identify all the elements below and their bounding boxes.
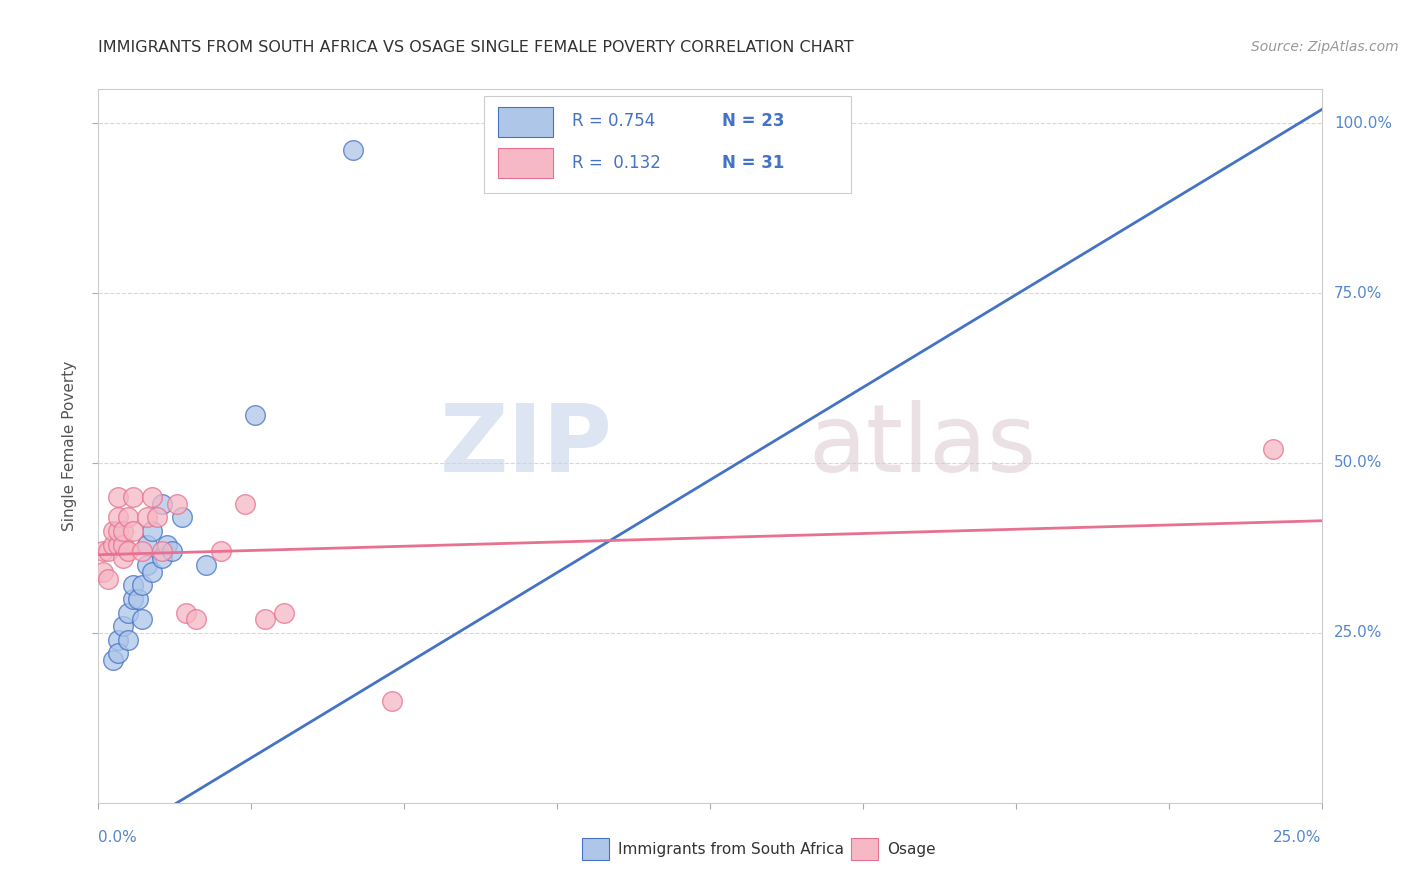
Point	[141, 524, 163, 538]
FancyBboxPatch shape	[484, 96, 851, 193]
Point	[170, 510, 193, 524]
Point	[166, 497, 188, 511]
Point	[131, 578, 153, 592]
Point	[253, 612, 276, 626]
Text: 25.0%: 25.0%	[1334, 625, 1382, 640]
Point	[136, 510, 159, 524]
Point	[91, 565, 114, 579]
Point	[160, 544, 183, 558]
Point	[107, 646, 129, 660]
Point	[150, 551, 173, 566]
Text: Immigrants from South Africa: Immigrants from South Africa	[619, 842, 844, 857]
Point	[1261, 442, 1284, 457]
Text: 25.0%: 25.0%	[1274, 830, 1322, 845]
Text: Source: ZipAtlas.com: Source: ZipAtlas.com	[1251, 40, 1399, 54]
Point	[107, 537, 129, 551]
Point	[150, 497, 173, 511]
FancyBboxPatch shape	[498, 148, 554, 178]
Point	[381, 694, 404, 708]
FancyBboxPatch shape	[498, 107, 554, 137]
Point	[121, 490, 143, 504]
Point	[117, 544, 139, 558]
Point	[97, 572, 120, 586]
Point	[121, 524, 143, 538]
Text: 0.0%: 0.0%	[98, 830, 138, 845]
Text: N = 31: N = 31	[723, 153, 785, 171]
Text: 50.0%: 50.0%	[1334, 456, 1382, 470]
Point	[342, 144, 364, 158]
Point	[111, 551, 134, 566]
Y-axis label: Single Female Poverty: Single Female Poverty	[62, 361, 77, 531]
FancyBboxPatch shape	[851, 838, 877, 860]
Text: N = 23: N = 23	[723, 112, 785, 130]
Point	[141, 565, 163, 579]
Point	[156, 537, 179, 551]
Text: ZIP: ZIP	[439, 400, 612, 492]
Point	[121, 591, 143, 606]
Point	[111, 524, 134, 538]
Point	[243, 409, 266, 423]
Point	[117, 510, 139, 524]
Point	[91, 544, 114, 558]
Point	[107, 632, 129, 647]
Point	[195, 558, 218, 572]
Point	[233, 497, 256, 511]
Point	[176, 606, 198, 620]
Text: IMMIGRANTS FROM SOUTH AFRICA VS OSAGE SINGLE FEMALE POVERTY CORRELATION CHART: IMMIGRANTS FROM SOUTH AFRICA VS OSAGE SI…	[98, 40, 853, 55]
FancyBboxPatch shape	[582, 838, 609, 860]
Point	[101, 524, 124, 538]
Point	[209, 544, 232, 558]
Text: 100.0%: 100.0%	[1334, 116, 1392, 131]
Point	[146, 510, 169, 524]
Point	[186, 612, 208, 626]
Text: R =  0.132: R = 0.132	[572, 153, 661, 171]
Text: Osage: Osage	[887, 842, 936, 857]
Point	[150, 544, 173, 558]
Point	[136, 537, 159, 551]
Point	[141, 490, 163, 504]
Point	[136, 558, 159, 572]
Point	[101, 537, 124, 551]
Text: atlas: atlas	[808, 400, 1036, 492]
Text: 75.0%: 75.0%	[1334, 285, 1382, 301]
Point	[111, 619, 134, 633]
Text: R = 0.754: R = 0.754	[572, 112, 655, 130]
Point	[111, 537, 134, 551]
Point	[107, 510, 129, 524]
Point	[273, 606, 295, 620]
Point	[131, 612, 153, 626]
Point	[107, 490, 129, 504]
Point	[101, 653, 124, 667]
Point	[121, 578, 143, 592]
Point	[97, 544, 120, 558]
Point	[107, 524, 129, 538]
Point	[117, 606, 139, 620]
Point	[127, 591, 149, 606]
Point	[131, 544, 153, 558]
Point	[117, 632, 139, 647]
